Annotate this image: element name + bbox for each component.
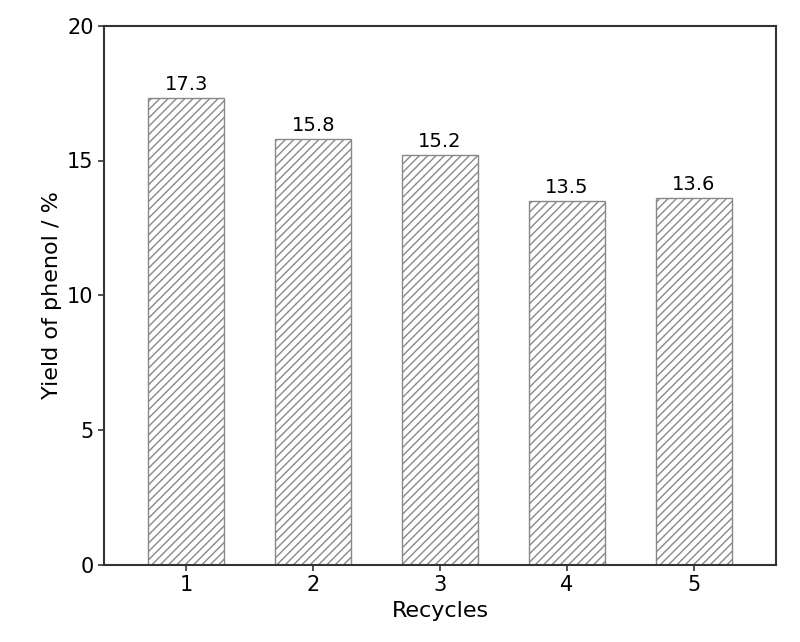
Bar <box>402 155 478 565</box>
Y-axis label: Yield of phenol / %: Yield of phenol / % <box>42 191 62 399</box>
Bar <box>655 198 732 565</box>
Text: 17.3: 17.3 <box>165 76 208 94</box>
Text: 15.8: 15.8 <box>291 116 335 135</box>
X-axis label: Recycles: Recycles <box>391 601 489 621</box>
Bar <box>148 98 225 565</box>
Bar <box>529 201 605 565</box>
Bar <box>275 139 351 565</box>
Text: 13.6: 13.6 <box>672 175 715 195</box>
Text: 15.2: 15.2 <box>418 132 462 151</box>
Text: 13.5: 13.5 <box>545 178 589 197</box>
